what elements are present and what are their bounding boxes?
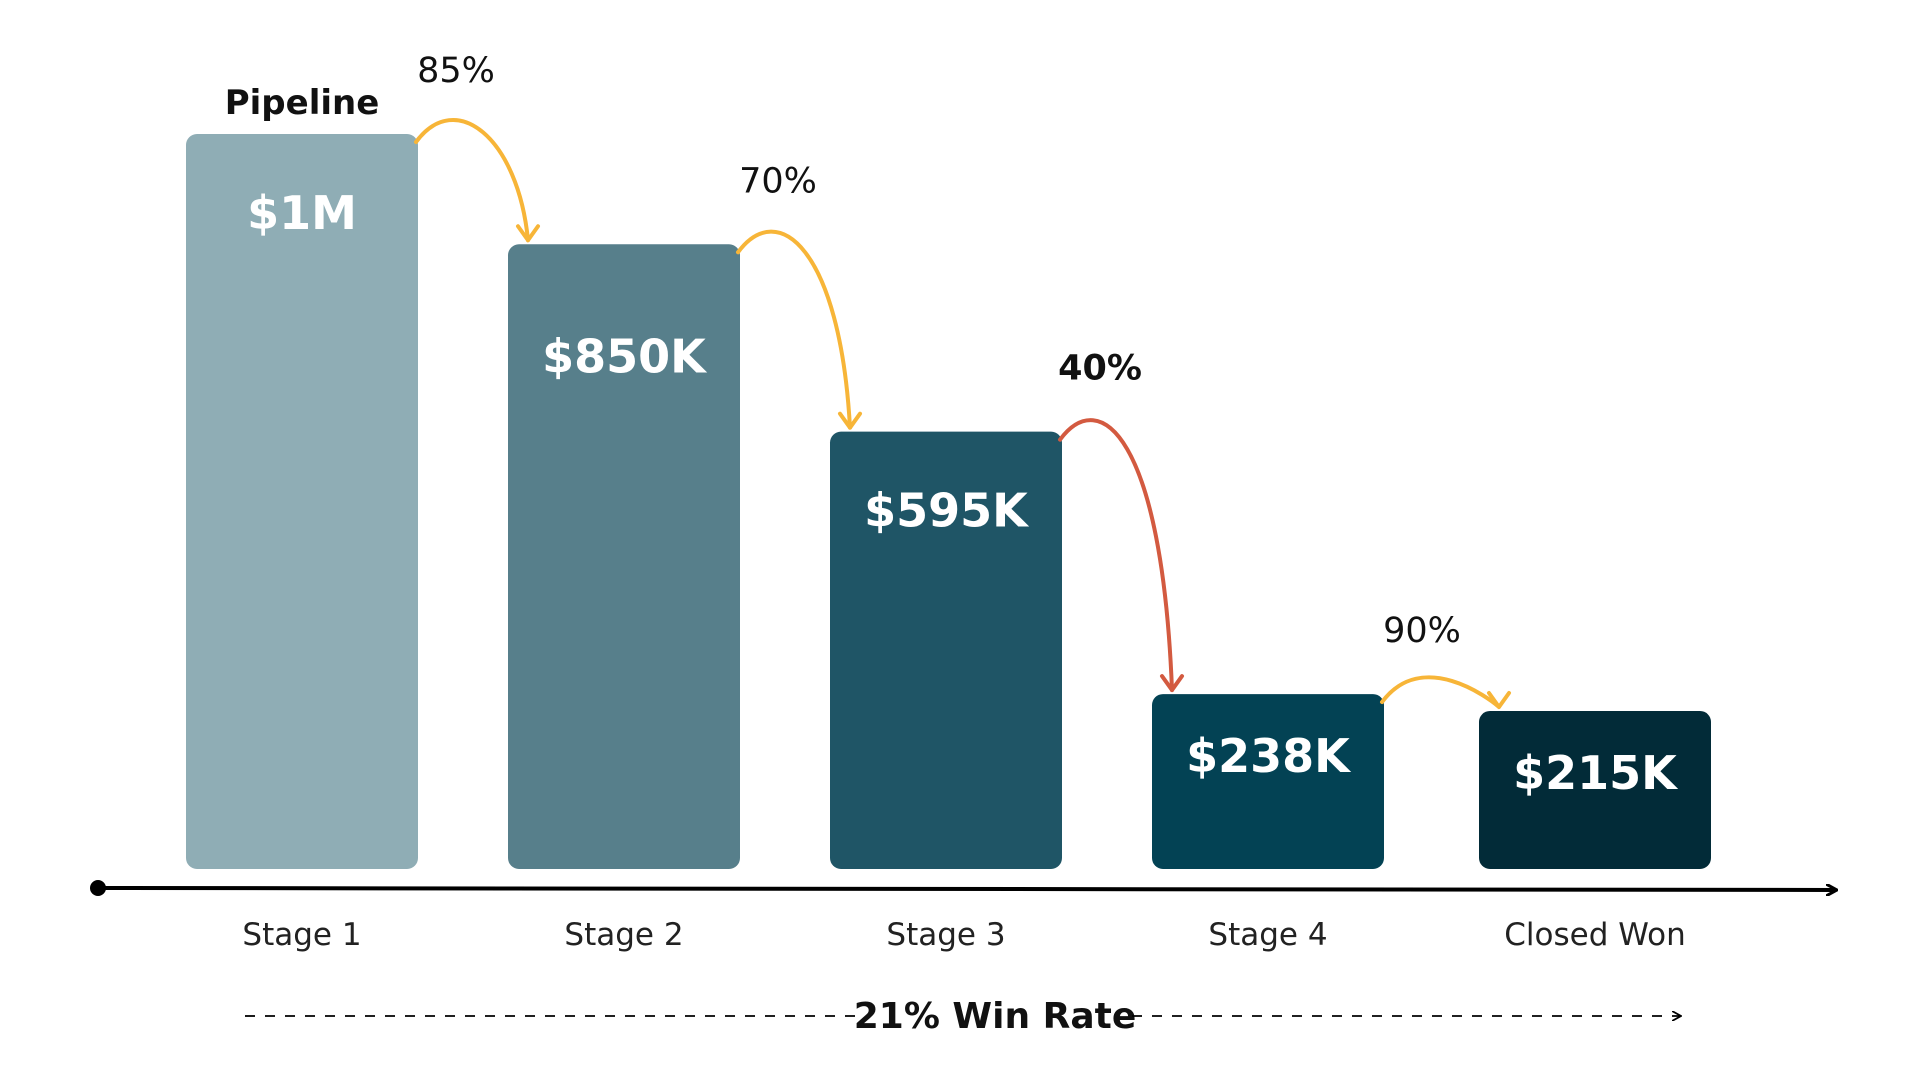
conversion-arrowhead-3 xyxy=(1160,674,1184,693)
bar-5 xyxy=(1479,710,1711,869)
bar-1 xyxy=(186,134,418,869)
conversion-arrow-4 xyxy=(1380,675,1501,709)
bar-4 xyxy=(1152,694,1384,869)
conversion-rate-label-2: 70% xyxy=(739,161,817,201)
conversion-rate-label-4: 90% xyxy=(1383,611,1461,651)
bar-2 xyxy=(508,244,740,869)
bar-value-label-4: $238K xyxy=(1186,729,1352,783)
bar-value-label-2: $850K xyxy=(542,330,708,384)
bar-value-label-5: $215K xyxy=(1513,746,1679,800)
conversion-rate-label-3: 40% xyxy=(1058,349,1142,389)
conversion-arrow-3 xyxy=(1058,418,1174,693)
category-label-1: Stage 1 xyxy=(242,917,361,953)
category-label-5: Closed Won xyxy=(1504,917,1685,953)
conversion-rate-label-1: 85% xyxy=(417,51,495,91)
conversion-arrow-2 xyxy=(736,229,852,430)
conversion-arrow-1 xyxy=(414,118,530,243)
bar-3 xyxy=(830,431,1062,869)
conversion-arrowhead-2 xyxy=(838,411,862,430)
x-axis-line xyxy=(97,888,1836,890)
win-rate-label: 21% Win Rate xyxy=(854,996,1137,1037)
category-label-2: Stage 2 xyxy=(564,917,683,953)
bar-value-label-3: $595K xyxy=(864,483,1030,537)
category-label-3: Stage 3 xyxy=(886,917,1005,953)
bar-value-label-1: $1M xyxy=(247,186,357,240)
category-label-4: Stage 4 xyxy=(1208,917,1327,953)
chart-title: Pipeline xyxy=(225,83,380,123)
x-axis-origin-dot xyxy=(90,880,106,896)
conversion-arrowhead-4 xyxy=(1487,690,1511,709)
conversion-arrowhead-1 xyxy=(516,224,540,243)
